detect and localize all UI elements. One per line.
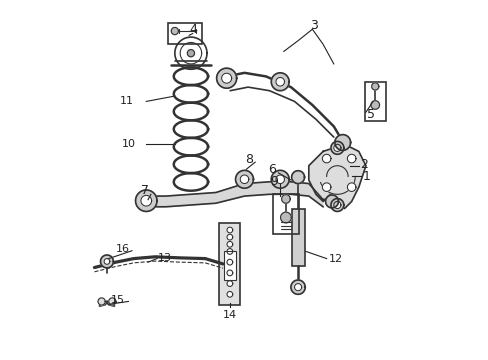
Polygon shape bbox=[101, 255, 113, 268]
Polygon shape bbox=[141, 195, 151, 206]
Polygon shape bbox=[108, 298, 116, 305]
Polygon shape bbox=[325, 195, 338, 208]
Polygon shape bbox=[271, 170, 288, 188]
Text: 16: 16 bbox=[115, 244, 129, 253]
Polygon shape bbox=[333, 202, 340, 208]
Text: 5: 5 bbox=[366, 108, 374, 121]
Text: 10: 10 bbox=[122, 139, 135, 149]
Polygon shape bbox=[333, 144, 340, 152]
Bar bbox=[364, 82, 385, 121]
Polygon shape bbox=[98, 298, 105, 305]
Polygon shape bbox=[322, 183, 330, 192]
Polygon shape bbox=[346, 154, 355, 163]
Polygon shape bbox=[346, 183, 355, 192]
Polygon shape bbox=[144, 182, 323, 207]
Polygon shape bbox=[240, 175, 248, 184]
Text: 1: 1 bbox=[362, 170, 369, 183]
Text: 14: 14 bbox=[223, 310, 237, 320]
Polygon shape bbox=[330, 199, 343, 211]
Polygon shape bbox=[226, 270, 232, 276]
Polygon shape bbox=[330, 141, 343, 154]
Polygon shape bbox=[226, 249, 232, 254]
Polygon shape bbox=[275, 77, 284, 86]
Bar bbox=[224, 251, 235, 280]
Polygon shape bbox=[280, 212, 291, 223]
Polygon shape bbox=[281, 195, 290, 203]
Polygon shape bbox=[226, 259, 232, 265]
Text: 4: 4 bbox=[189, 23, 197, 36]
Text: 12: 12 bbox=[328, 254, 342, 264]
Polygon shape bbox=[235, 170, 253, 188]
Text: 15: 15 bbox=[111, 295, 124, 305]
Polygon shape bbox=[275, 175, 284, 184]
Polygon shape bbox=[216, 68, 236, 88]
Polygon shape bbox=[322, 154, 330, 163]
Polygon shape bbox=[308, 144, 365, 208]
Polygon shape bbox=[221, 73, 231, 83]
Polygon shape bbox=[291, 171, 304, 184]
Polygon shape bbox=[290, 280, 305, 294]
Bar bbox=[219, 223, 240, 305]
Text: 2: 2 bbox=[360, 158, 368, 171]
Polygon shape bbox=[334, 135, 350, 150]
Text: 8: 8 bbox=[245, 153, 253, 166]
Text: 9: 9 bbox=[270, 175, 278, 188]
Polygon shape bbox=[226, 281, 232, 287]
Text: 3: 3 bbox=[309, 19, 318, 32]
Polygon shape bbox=[271, 73, 288, 91]
Polygon shape bbox=[226, 227, 232, 233]
Polygon shape bbox=[371, 83, 378, 90]
Text: 7: 7 bbox=[141, 184, 148, 197]
Polygon shape bbox=[294, 284, 301, 291]
Text: 11: 11 bbox=[120, 96, 134, 107]
Polygon shape bbox=[187, 50, 194, 57]
Text: 13: 13 bbox=[158, 253, 172, 263]
Polygon shape bbox=[226, 242, 232, 247]
Polygon shape bbox=[370, 101, 379, 109]
Bar bbox=[272, 194, 298, 234]
Polygon shape bbox=[171, 27, 178, 35]
Bar bbox=[167, 23, 201, 44]
Text: 6: 6 bbox=[267, 163, 275, 176]
Bar bbox=[291, 208, 304, 266]
Polygon shape bbox=[226, 292, 232, 297]
Polygon shape bbox=[135, 190, 157, 211]
Polygon shape bbox=[104, 258, 110, 264]
Polygon shape bbox=[226, 234, 232, 240]
